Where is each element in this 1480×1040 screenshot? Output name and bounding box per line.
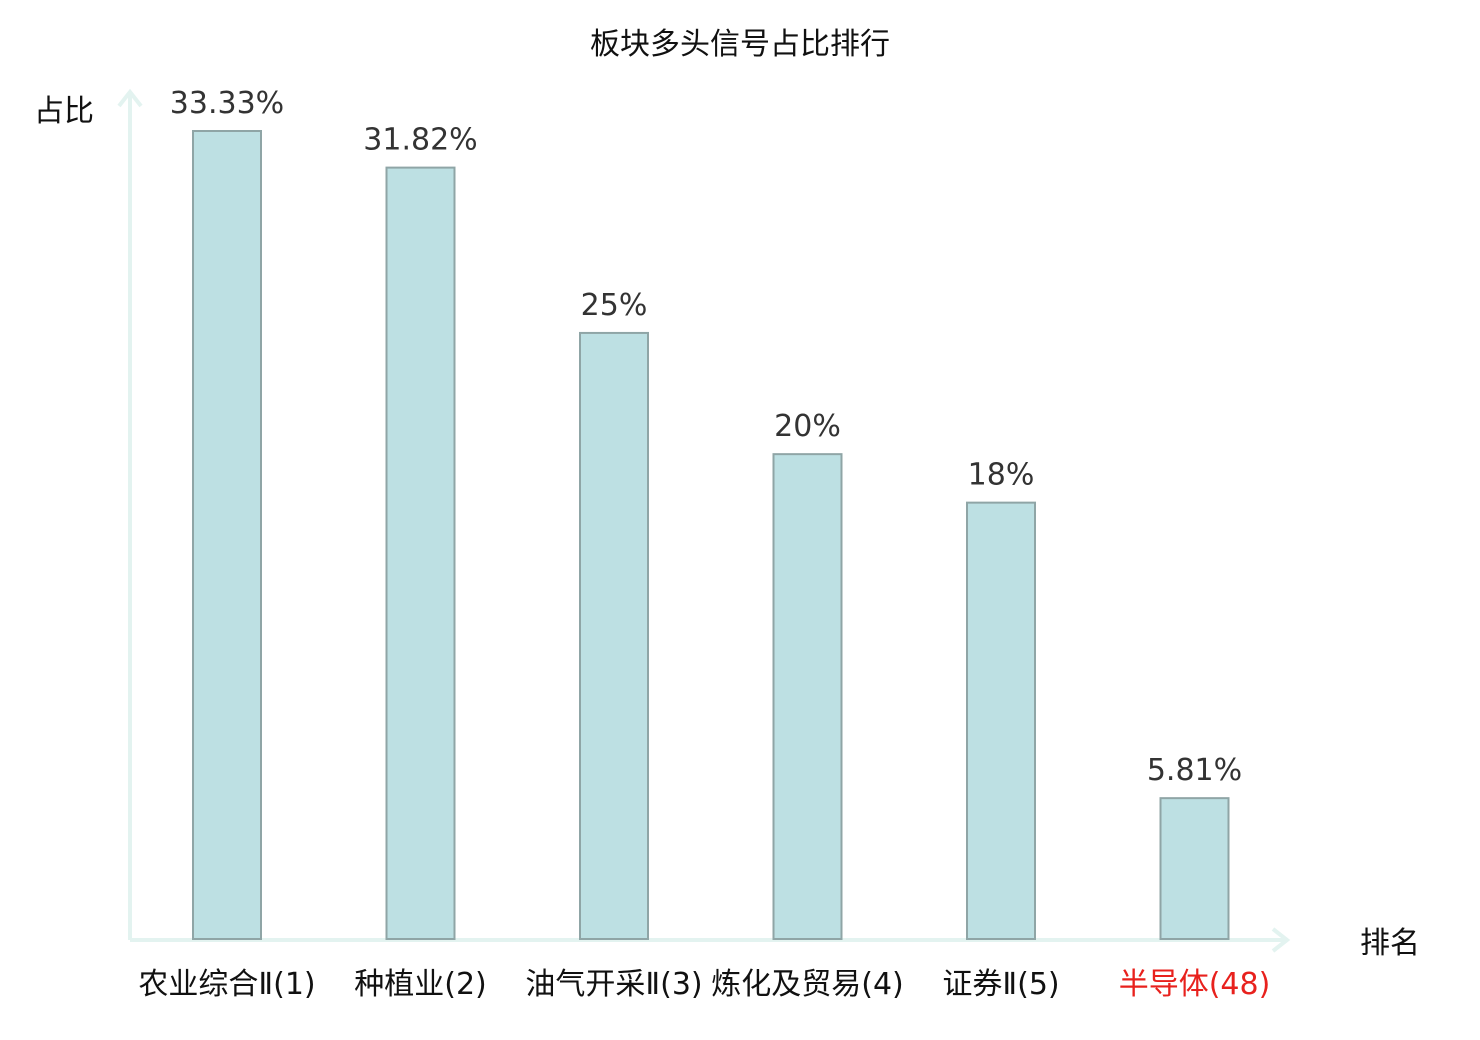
- bar-value-label: 31.82%: [363, 123, 477, 158]
- bar-value-label: 5.81%: [1147, 753, 1242, 788]
- x-axis-arrow: [1271, 927, 1291, 953]
- value-labels: 33.33% 31.82% 25% 20% 18% 5.81%: [170, 86, 1242, 788]
- category-label: 炼化及贸易(4): [711, 967, 904, 1002]
- chart-title: 板块多头信号占比排行: [590, 27, 890, 62]
- category-label-line: 种植业(2): [354, 967, 487, 1002]
- y-axis-arrow: [117, 88, 143, 108]
- bar: [772, 453, 843, 940]
- category-label: 种植业(2): [354, 967, 487, 1002]
- bar: [579, 331, 649, 940]
- bar: [966, 501, 1036, 940]
- category-label: 农业综合Ⅱ(1): [138, 967, 315, 1002]
- y-axis-label: 占比: [34, 94, 94, 129]
- category-label-line: 农业综合Ⅱ(1): [138, 967, 315, 1002]
- category-label-line: 油气开采Ⅱ(3): [525, 967, 702, 1002]
- bar-value-label: 25%: [581, 288, 648, 323]
- category-labels: 农业综合Ⅱ(1) 种植业(2) 油气开采Ⅱ(3) 炼化及贸易(4) 证券Ⅱ(5) 半导体(…: [138, 967, 1270, 1002]
- category-label-line: 证券Ⅱ(5): [942, 967, 1059, 1002]
- x-axis-label: 排名: [1360, 926, 1420, 961]
- bar-value-label: 18%: [968, 458, 1035, 493]
- category-label-line: 炼化及贸易(4): [711, 967, 904, 1002]
- category-label: 油气开采Ⅱ(3): [525, 967, 702, 1002]
- bar: [1159, 797, 1230, 940]
- bar-series: [192, 130, 1230, 940]
- category-label: 证券Ⅱ(5): [942, 967, 1059, 1002]
- category-label-line: 半导体(48): [1119, 967, 1271, 1002]
- bar-value-label: 20%: [774, 409, 841, 444]
- bar: [192, 130, 262, 940]
- bar: [385, 166, 456, 940]
- category-label: 半导体(48): [1119, 967, 1271, 1002]
- bar-value-label: 33.33%: [170, 86, 284, 121]
